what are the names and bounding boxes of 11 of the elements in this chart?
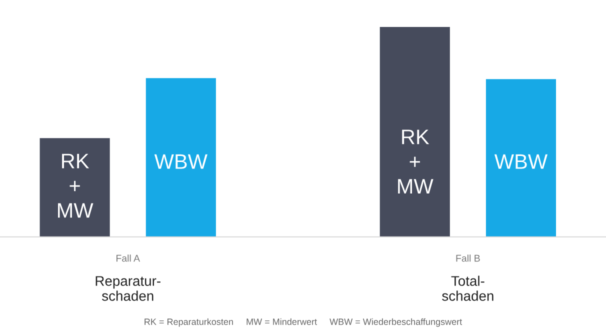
text: RK = Reparaturkosten MW = Minderwert WBW = Wiederbeschaffungswert [144,318,462,327]
series-label: RK + MW [58,154,94,218]
series-label: WBW [154,154,208,169]
text: RK + MW [398,130,434,194]
bar [380,26,450,237]
bar [40,138,110,237]
category-label: Fall B Total- schaden [442,254,494,301]
category-label: Fall A Reparatur- schaden [96,254,160,301]
bar [146,78,216,237]
text: WBW [494,154,548,169]
bar [486,79,556,237]
